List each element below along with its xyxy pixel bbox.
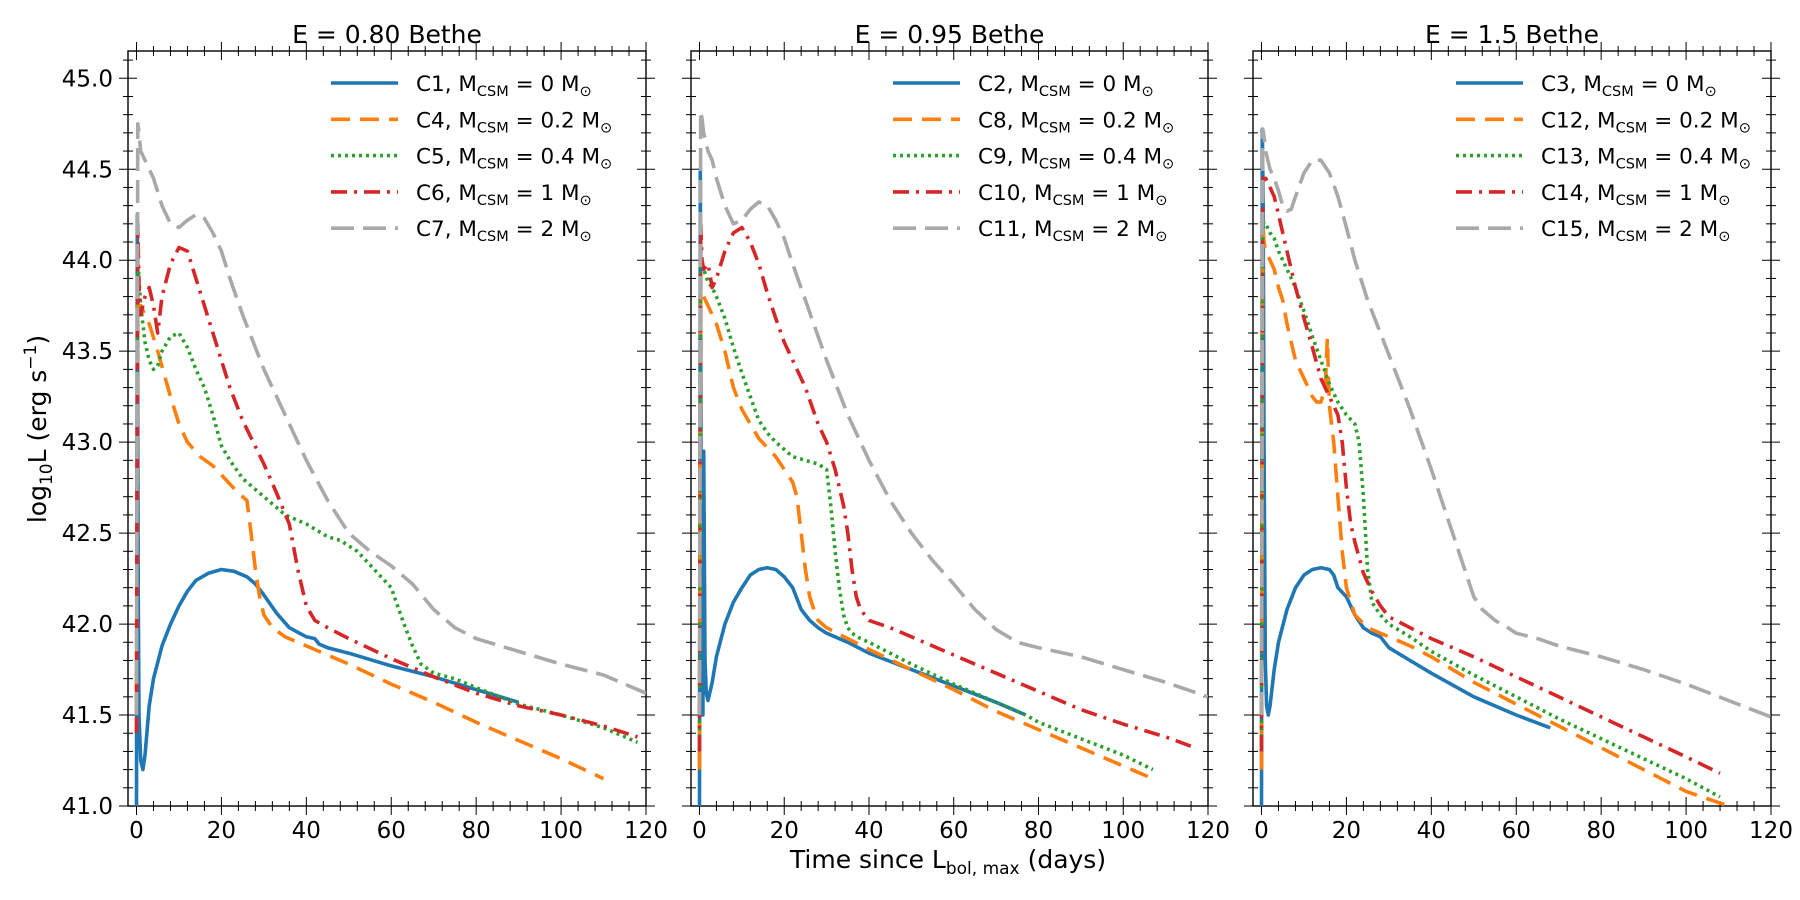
x-tick-label: 120 xyxy=(624,818,668,844)
x-tick-label: 20 xyxy=(770,818,799,844)
x-tick-label: 20 xyxy=(1332,818,1361,844)
series-line-c10 xyxy=(697,222,1196,752)
legend-label-c9: C9, MCSM = 0.4 M⊙ xyxy=(978,145,1174,173)
x-tick-label: 60 xyxy=(377,818,406,844)
x-tick-label: 40 xyxy=(1417,818,1446,844)
solar-symbol-icon: ⊙ xyxy=(580,193,592,209)
x-tick-label: 20 xyxy=(207,818,236,844)
x-tick-label: 60 xyxy=(939,818,968,844)
x-tick-label: 60 xyxy=(1502,818,1531,844)
x-tick-label: 40 xyxy=(854,818,883,844)
panel-title: E = 0.80 Bethe xyxy=(292,20,482,49)
y-axis-label: log10L (erg s−1) xyxy=(21,335,57,523)
solar-symbol-icon: ⊙ xyxy=(1739,120,1751,136)
legend-label-c8: C8, MCSM = 0.2 M⊙ xyxy=(978,108,1174,136)
x-axis-label: Time since Lbol, max (days) xyxy=(789,845,1106,879)
solar-symbol-icon: ⊙ xyxy=(1739,157,1751,173)
series-layer xyxy=(697,109,1208,806)
y-tick-label: 43.5 xyxy=(62,339,113,365)
series-line-c1 xyxy=(134,212,520,806)
x-tick-label: 0 xyxy=(129,818,144,844)
axes-frame xyxy=(1252,50,1772,807)
series-line-c12 xyxy=(1259,222,1730,806)
legend-label-c2: C2, MCSM = 0 M⊙ xyxy=(978,72,1154,100)
solar-symbol-icon: ⊙ xyxy=(600,120,612,136)
solar-symbol-icon: ⊙ xyxy=(1162,157,1174,173)
x-tick-label: 0 xyxy=(692,818,707,844)
series-line-c8 xyxy=(697,285,1154,781)
panel-e-095: 0 20 40 60 80 100 120 E = 0.95 Bethe C2, MCSM = … xyxy=(682,20,1230,844)
y-tick-label: 42.5 xyxy=(62,521,113,547)
solar-symbol-icon: ⊙ xyxy=(580,229,592,245)
legend-label-c12: C12, MCSM = 0.2 M⊙ xyxy=(1541,108,1751,136)
series-line-c15 xyxy=(1259,127,1771,719)
panel-title: E = 0.95 Bethe xyxy=(855,20,1045,49)
solar-symbol-icon: ⊙ xyxy=(1718,193,1730,209)
axes-frame xyxy=(127,50,647,807)
x-tick-label: 80 xyxy=(1024,818,1053,844)
series-line-c7 xyxy=(134,122,646,716)
solar-symbol-icon: ⊙ xyxy=(1142,84,1154,100)
y-tick-label: 42.0 xyxy=(62,612,113,638)
x-tick-label: 80 xyxy=(462,818,491,844)
axes-frame xyxy=(690,50,1209,807)
x-tick-label: 0 xyxy=(1254,818,1269,844)
legend-label-c1: C1, MCSM = 0 M⊙ xyxy=(416,72,592,100)
series-line-c11 xyxy=(697,109,1208,716)
y-tick-label: 44.5 xyxy=(62,157,113,183)
y-tick-label: 41.0 xyxy=(62,794,113,820)
y-tick-label: 44.0 xyxy=(62,248,113,274)
x-tick-label: 80 xyxy=(1587,818,1616,844)
legend-label-c10: C10, MCSM = 1 M⊙ xyxy=(978,181,1167,209)
series-layer xyxy=(1259,127,1771,806)
series-line-c14 xyxy=(1259,176,1721,775)
y-tick-label: 43.0 xyxy=(62,430,113,456)
series-line-c6 xyxy=(134,222,639,739)
legend-label-c3: C3, MCSM = 0 M⊙ xyxy=(1541,72,1717,100)
series-line-c9 xyxy=(697,258,1154,772)
series-line-c4 xyxy=(134,294,605,781)
legend-label-c5: C5, MCSM = 0.4 M⊙ xyxy=(416,145,612,173)
x-tick-label: 100 xyxy=(1101,818,1145,844)
series-line-c5 xyxy=(134,258,639,744)
legend-label-c11: C11, MCSM = 2 M⊙ xyxy=(978,217,1167,245)
y-tick-label: 45.0 xyxy=(62,66,113,92)
solar-symbol-icon: ⊙ xyxy=(600,157,612,173)
panel-e-15: 0 20 40 60 80 100 120 E = 1.5 Bethe C3, MCSM = 0… xyxy=(1244,20,1793,844)
legend-label-c15: C15, MCSM = 2 M⊙ xyxy=(1541,217,1730,245)
legend-label-c6: C6, MCSM = 1 M⊙ xyxy=(416,181,592,209)
series-line-c2 xyxy=(697,167,1027,806)
legend-label-c14: C14, MCSM = 1 M⊙ xyxy=(1541,181,1730,209)
x-tick-label: 120 xyxy=(1186,818,1230,844)
series-line-c3 xyxy=(1259,127,1551,806)
legend-label-c7: C7, MCSM = 2 M⊙ xyxy=(416,217,592,245)
x-tick-label: 120 xyxy=(1749,818,1793,844)
series-line-c13 xyxy=(1259,218,1721,799)
solar-symbol-icon: ⊙ xyxy=(1718,229,1730,245)
y-tick-label: 41.5 xyxy=(62,703,113,729)
x-tick-label: 40 xyxy=(292,818,321,844)
solar-symbol-icon: ⊙ xyxy=(1155,229,1167,245)
legend-label-c13: C13, MCSM = 0.4 M⊙ xyxy=(1541,145,1751,173)
legend-label-c4: C4, MCSM = 0.2 M⊙ xyxy=(416,108,612,136)
solar-symbol-icon: ⊙ xyxy=(1162,120,1174,136)
solar-symbol-icon: ⊙ xyxy=(580,84,592,100)
x-tick-label: 100 xyxy=(539,818,583,844)
series-layer xyxy=(134,122,646,806)
solar-symbol-icon: ⊙ xyxy=(1155,193,1167,209)
x-tick-label: 100 xyxy=(1664,818,1708,844)
panel-e-080: 0 20 40 60 80 100 120 41.0 41.5 42.0 42.5 43.0 43.5 4… xyxy=(62,20,668,844)
x-axis-label-subscript: bol, max xyxy=(946,859,1020,879)
solar-symbol-icon: ⊙ xyxy=(1705,84,1717,100)
panel-title: E = 1.5 Bethe xyxy=(1425,20,1599,49)
